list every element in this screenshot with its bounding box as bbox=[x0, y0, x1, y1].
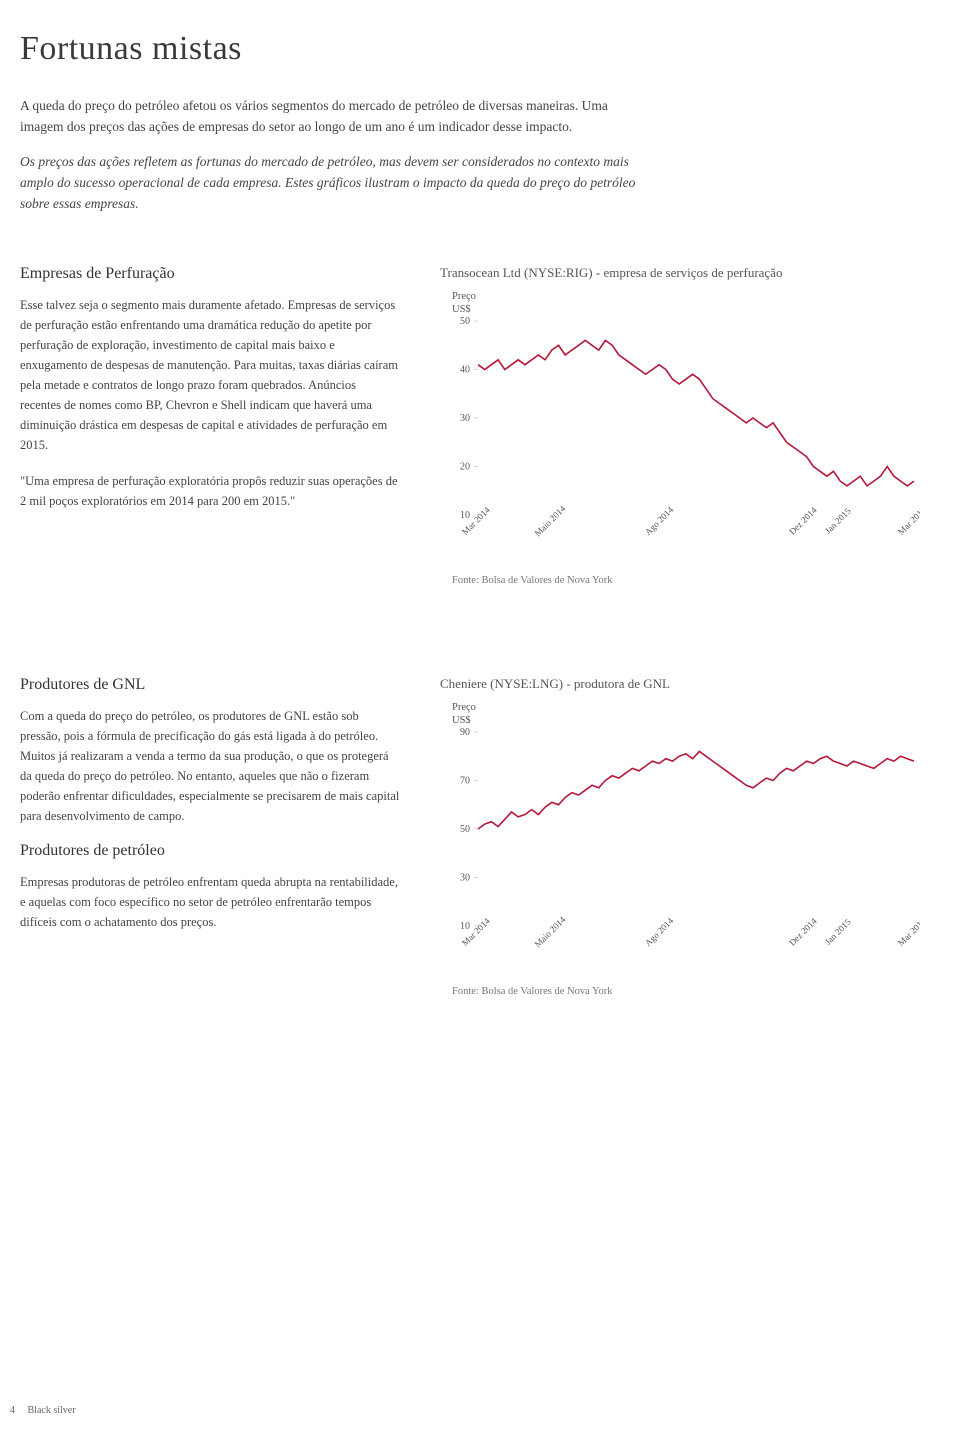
svg-text:Dez 2014: Dez 2014 bbox=[787, 504, 819, 536]
intro-paragraph: A queda do preço do petróleo afetou os v… bbox=[20, 96, 640, 138]
chart1-currency-label: US$ bbox=[440, 304, 920, 315]
svg-text:Jan 2015: Jan 2015 bbox=[823, 916, 853, 946]
chart1-title: Transocean Ltd (NYSE:RIG) - empresa de s… bbox=[440, 265, 940, 281]
svg-text:Ago 2014: Ago 2014 bbox=[643, 915, 676, 948]
svg-text:Maio 2014: Maio 2014 bbox=[533, 914, 568, 949]
svg-text:Mar 2015: Mar 2015 bbox=[896, 504, 920, 536]
svg-text:50: 50 bbox=[460, 317, 470, 327]
chart2-currency-label: US$ bbox=[440, 715, 920, 726]
page-footer: 4 Black silver bbox=[10, 1405, 76, 1416]
footer-title: Black silver bbox=[28, 1405, 76, 1416]
svg-text:Ago 2014: Ago 2014 bbox=[643, 504, 676, 537]
section2-heading: Produtores de GNL bbox=[20, 676, 400, 694]
section2-body: Com a queda do preço do petróleo, os pro… bbox=[20, 706, 400, 826]
svg-text:Mar 2015: Mar 2015 bbox=[896, 915, 920, 947]
chart1-price-label: Preço bbox=[440, 291, 920, 302]
svg-text:90: 90 bbox=[460, 728, 470, 738]
intro-italic-paragraph: Os preços das ações refletem as fortunas… bbox=[20, 152, 640, 215]
section3-body: Empresas produtoras de petróleo enfrenta… bbox=[20, 872, 400, 932]
svg-text:50: 50 bbox=[460, 824, 470, 835]
svg-text:40: 40 bbox=[460, 364, 470, 375]
svg-text:Dez 2014: Dez 2014 bbox=[787, 915, 819, 947]
svg-text:20: 20 bbox=[460, 461, 470, 472]
page-number: 4 bbox=[10, 1405, 15, 1416]
svg-text:Jan 2015: Jan 2015 bbox=[823, 505, 853, 535]
page-title: Fortunas mistas bbox=[20, 30, 940, 68]
intro-text: A queda do preço do petróleo afetou os v… bbox=[20, 96, 640, 138]
svg-text:Maio 2014: Maio 2014 bbox=[533, 503, 568, 538]
chart1-source: Fonte: Bolsa de Valores de Nova York bbox=[440, 575, 940, 586]
svg-text:10: 10 bbox=[460, 510, 470, 521]
section1-heading: Empresas de Perfuração bbox=[20, 265, 400, 283]
svg-text:30: 30 bbox=[460, 872, 470, 883]
svg-text:30: 30 bbox=[460, 413, 470, 424]
chart2-price-label: Preço bbox=[440, 702, 920, 713]
section1-body: Esse talvez seja o segmento mais duramen… bbox=[20, 295, 400, 455]
section3-heading: Produtores de petróleo bbox=[20, 842, 400, 860]
chart2-source: Fonte: Bolsa de Valores de Nova York bbox=[440, 986, 940, 997]
section-gnl: Produtores de GNL Com a queda do preço d… bbox=[20, 676, 940, 997]
svg-text:70: 70 bbox=[460, 775, 470, 786]
chart2-title: Cheniere (NYSE:LNG) - produtora de GNL bbox=[440, 676, 940, 692]
intro-italic-text: Os preços das ações refletem as fortunas… bbox=[20, 152, 640, 215]
section1-quote: "Uma empresa de perfuração exploratória … bbox=[20, 471, 400, 511]
chart1: 5040302010Mar 2014Maio 2014Ago 2014Dez 2… bbox=[440, 317, 920, 557]
chart2: 9070503010Mar 2014Maio 2014Ago 2014Dez 2… bbox=[440, 728, 920, 968]
section-drilling: Empresas de Perfuração Esse talvez seja … bbox=[20, 265, 940, 586]
svg-text:10: 10 bbox=[460, 921, 470, 932]
